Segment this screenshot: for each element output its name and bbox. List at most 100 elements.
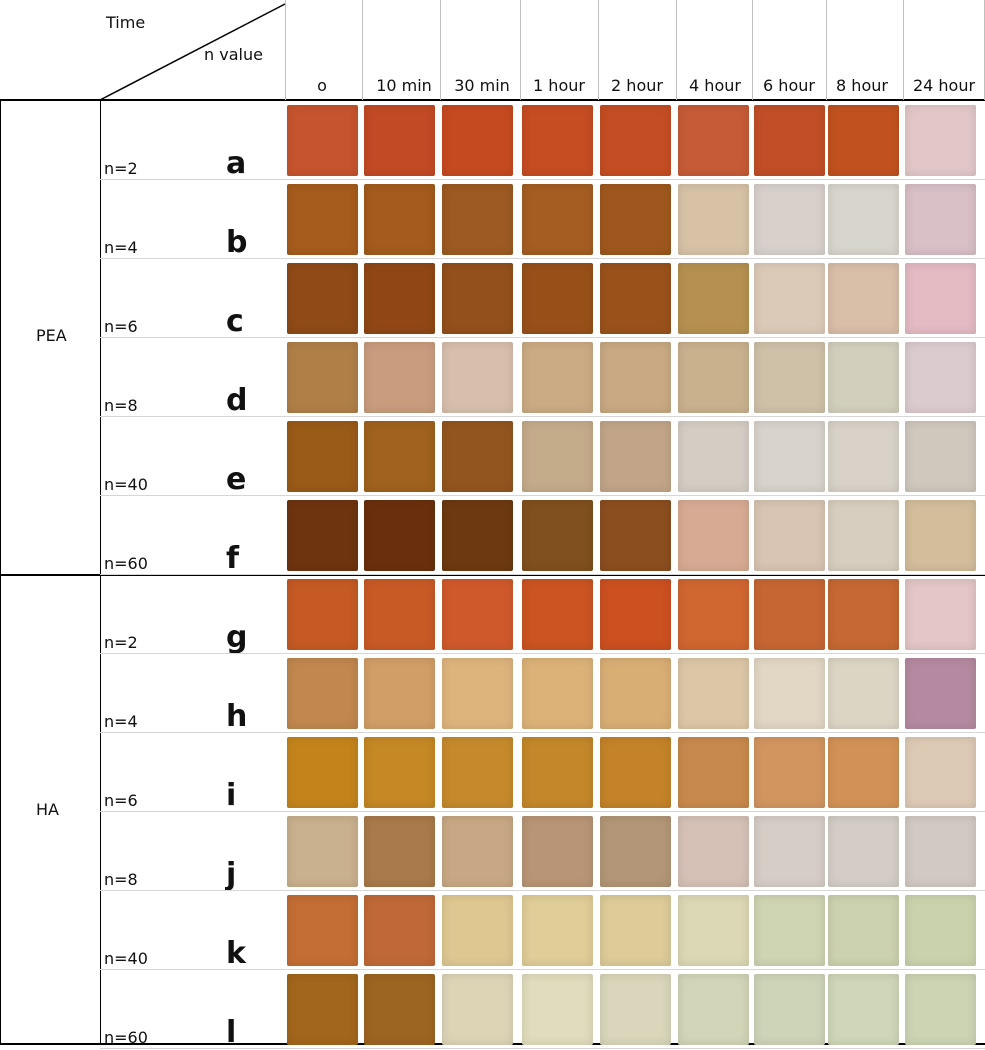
sample-swatch (522, 816, 593, 887)
sample-swatch (905, 263, 976, 334)
sample-swatch (678, 184, 749, 255)
sample-swatch (442, 737, 513, 808)
sample-swatch (600, 421, 671, 492)
sample-swatch (905, 816, 976, 887)
group-divider (0, 574, 985, 576)
sample-swatch (442, 263, 513, 334)
sample-swatch (754, 421, 825, 492)
sample-swatch (905, 974, 976, 1045)
sample-swatch (442, 579, 513, 650)
sample-swatch (678, 263, 749, 334)
row-letter: l (226, 1015, 237, 1050)
row-n-value: n=60 (104, 554, 148, 573)
sample-swatch (678, 421, 749, 492)
row-separator (100, 495, 985, 496)
sample-swatch (754, 816, 825, 887)
row-n-value: n=60 (104, 1028, 148, 1047)
row-n-value: n=8 (104, 870, 138, 889)
sample-swatch (905, 421, 976, 492)
row-separator (100, 1048, 985, 1049)
sample-swatch (364, 421, 435, 492)
sample-swatch (287, 658, 358, 729)
sample-swatch (754, 579, 825, 650)
row-n-value: n=8 (104, 396, 138, 415)
sample-swatch (600, 342, 671, 413)
sample-swatch (442, 184, 513, 255)
sample-swatch (828, 342, 899, 413)
row-letter: a (226, 146, 247, 181)
sample-swatch (287, 895, 358, 966)
sample-swatch (364, 658, 435, 729)
sample-swatch (828, 816, 899, 887)
sample-swatch (442, 658, 513, 729)
column-header-8: 24 hour (912, 76, 976, 95)
sample-swatch (754, 342, 825, 413)
sample-swatch (364, 816, 435, 887)
sample-swatch (754, 737, 825, 808)
sample-swatch (828, 105, 899, 176)
sample-swatch (522, 974, 593, 1045)
row-letter: d (226, 383, 248, 418)
sample-swatch (754, 184, 825, 255)
sample-swatch (522, 737, 593, 808)
row-letter: c (226, 304, 244, 339)
sample-swatch (905, 500, 976, 571)
row-n-value: n=4 (104, 238, 138, 257)
row-separator (100, 969, 985, 970)
sample-swatch (442, 500, 513, 571)
row-separator (100, 574, 985, 575)
sample-swatch (678, 342, 749, 413)
sample-swatch (522, 500, 593, 571)
row-separator (100, 811, 985, 812)
sample-swatch (287, 263, 358, 334)
header-diagonal-line (99, 3, 286, 101)
row-letter: i (226, 778, 237, 813)
column-gridline (362, 0, 363, 100)
column-gridline (676, 0, 677, 100)
column-header-2: 30 min (454, 76, 510, 95)
sample-swatch (678, 579, 749, 650)
row-n-value: n=4 (104, 712, 138, 731)
column-gridline (598, 0, 599, 100)
sample-swatch (522, 895, 593, 966)
sample-swatch (522, 184, 593, 255)
sample-swatch (287, 974, 358, 1045)
sample-swatch (754, 105, 825, 176)
sample-swatch (905, 658, 976, 729)
column-gridline (285, 0, 286, 100)
column-gridline (752, 0, 753, 100)
column-header-1: 10 min (376, 76, 432, 95)
sample-swatch (828, 658, 899, 729)
row-separator (100, 179, 985, 180)
row-separator (100, 337, 985, 338)
sample-swatch (364, 737, 435, 808)
column-header-4: 2 hour (611, 76, 663, 95)
sample-swatch (828, 421, 899, 492)
sample-swatch (754, 974, 825, 1045)
sample-swatch (522, 421, 593, 492)
row-separator (100, 416, 985, 417)
sample-swatch (600, 105, 671, 176)
column-header-6: 6 hour (763, 76, 815, 95)
group-label-pea: PEA (36, 326, 67, 345)
header-divider (0, 99, 985, 101)
row-letter: h (226, 699, 248, 734)
sample-swatch (600, 500, 671, 571)
column-header-5: 4 hour (689, 76, 741, 95)
sample-swatch (828, 500, 899, 571)
sample-swatch (522, 342, 593, 413)
sample-swatch (600, 737, 671, 808)
row-separator (100, 653, 985, 654)
group-column-divider-top (0, 100, 1, 1044)
sample-swatch (905, 579, 976, 650)
sample-swatch (678, 737, 749, 808)
sample-swatch (828, 184, 899, 255)
sample-swatch (287, 421, 358, 492)
sample-swatch (287, 500, 358, 571)
sample-swatch (600, 895, 671, 966)
sample-swatch (754, 895, 825, 966)
sample-swatch (600, 974, 671, 1045)
sample-swatch (678, 895, 749, 966)
row-n-value: n=2 (104, 633, 138, 652)
